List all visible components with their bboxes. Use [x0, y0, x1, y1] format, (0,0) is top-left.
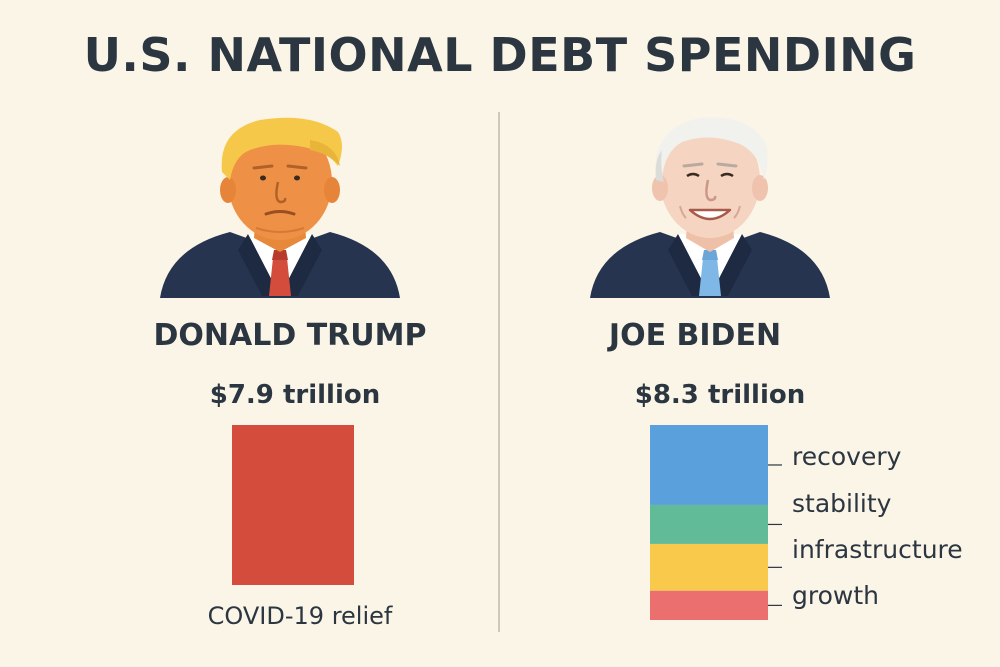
- stack-segment-infrastructure: [650, 543, 768, 591]
- legend-label-recovery: recovery: [792, 442, 902, 471]
- stack-segment-stability: [650, 504, 768, 544]
- page-title: U.S. NATIONAL DEBT SPENDING: [83, 28, 917, 82]
- biden-name-label: JOE BIDEN: [608, 318, 782, 353]
- donald-trump-portrait: [160, 117, 400, 298]
- legend-label-infrastructure: infrastructure: [792, 535, 963, 564]
- legend-label-stability: stability: [792, 489, 892, 518]
- biden-amount: $8.3 trillion: [634, 380, 806, 410]
- stack-segment-growth: [650, 590, 768, 620]
- trump-amount: $7.9 trillion: [209, 380, 381, 410]
- center-divider: [498, 112, 500, 632]
- trump-bar-category-label: COVID-19 relief: [207, 602, 393, 630]
- joe-biden-portrait: [590, 117, 830, 298]
- legend-label-growth: growth: [792, 581, 879, 610]
- trump-name-label: DONALD TRUMP: [153, 318, 427, 353]
- bar-covid-19-relief: [232, 425, 354, 585]
- stack-segment-recovery: [650, 425, 768, 505]
